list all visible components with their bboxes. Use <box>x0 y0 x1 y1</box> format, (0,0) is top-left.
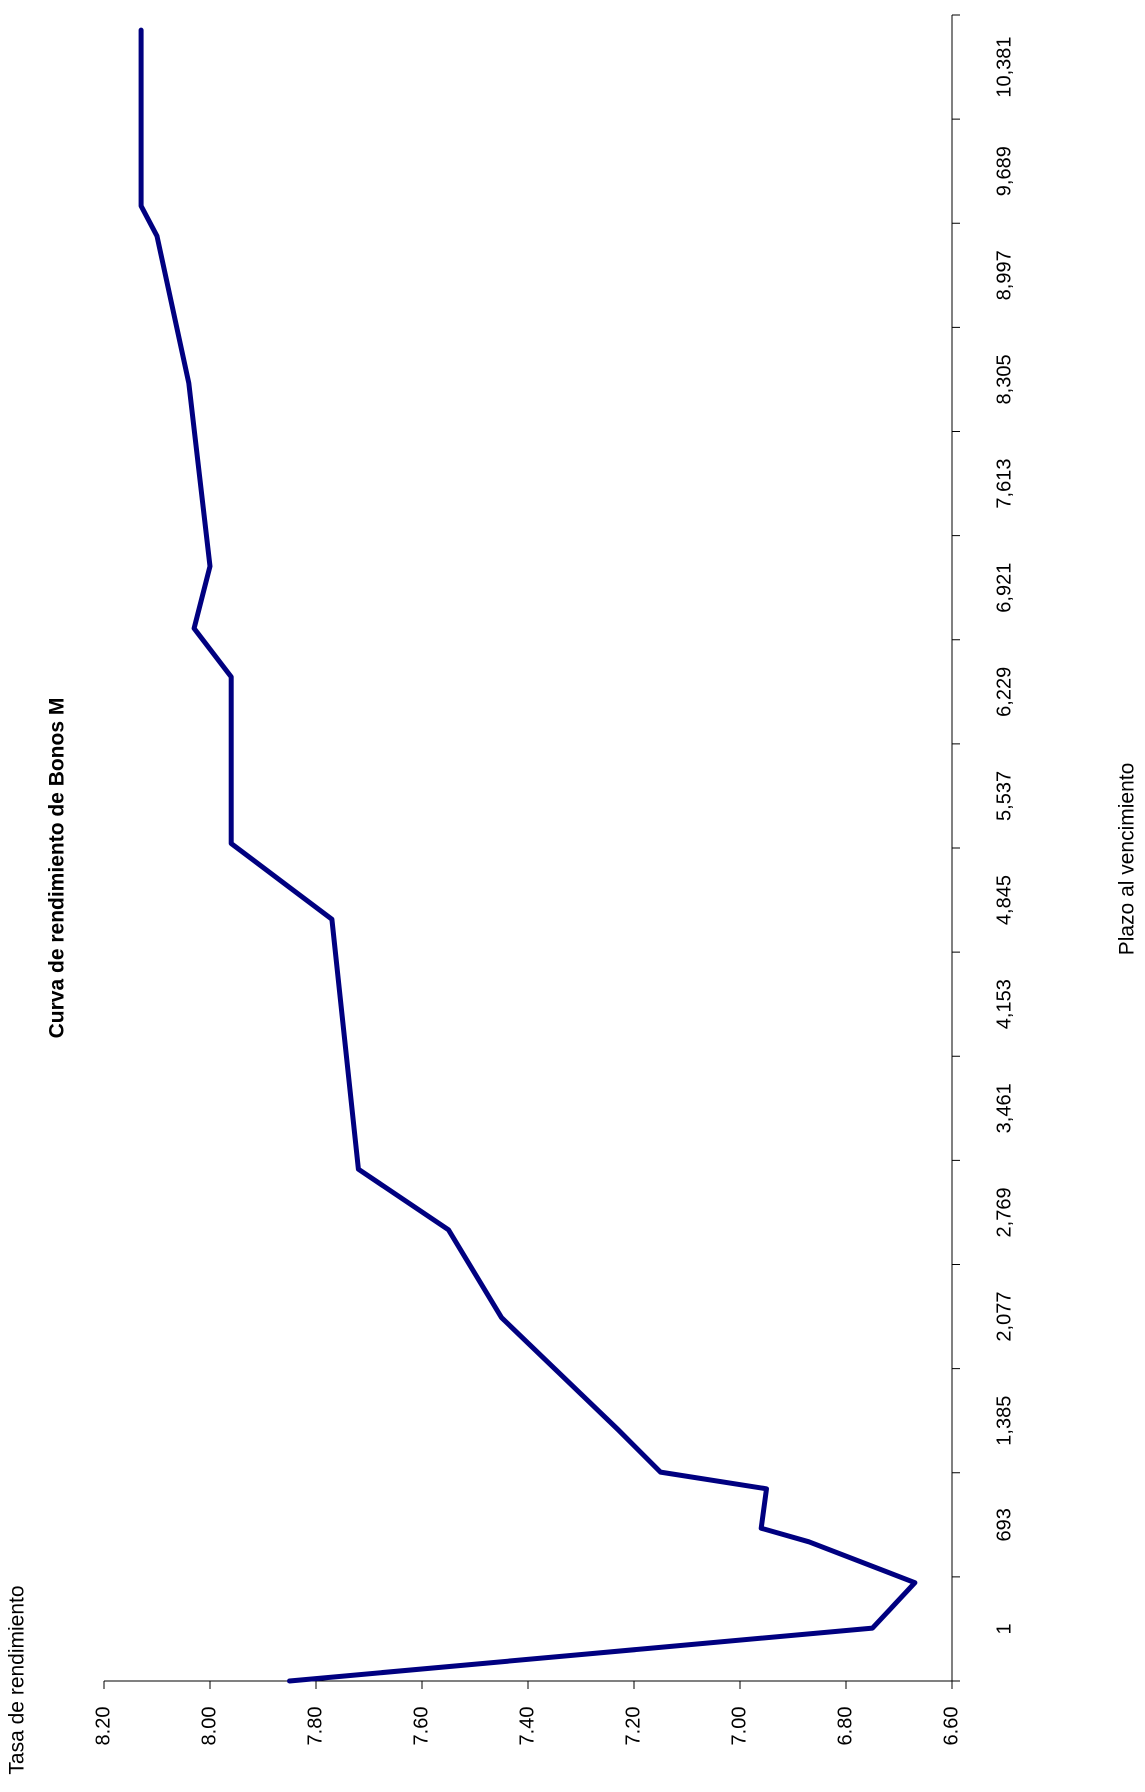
x-tick-label: 4,153 <box>993 979 1015 1029</box>
y-tick-label: 8.00 <box>198 1707 220 1746</box>
y-tick-label: 7.60 <box>410 1707 432 1746</box>
chart-title: Curva de rendimiento de Bonos M <box>46 698 69 1039</box>
x-tick-label: 6,229 <box>993 667 1015 717</box>
x-tick-label: 10,381 <box>993 36 1015 97</box>
x-tick-label: 1 <box>993 1623 1015 1634</box>
y-tick-label: 7.40 <box>516 1707 538 1746</box>
y-tick-label: 6.80 <box>834 1707 856 1746</box>
y-tick-label: 7.20 <box>622 1707 644 1746</box>
y-tick-label: 7.00 <box>728 1707 750 1746</box>
y-axis-title: Tasa de rendimiento <box>6 1585 29 1774</box>
x-tick-label: 9,689 <box>993 146 1015 196</box>
x-tick-label: 4,845 <box>993 875 1015 925</box>
x-axis: 1 693 1,385 2,077 2,769 3,461 4,153 4,845 5,537 6… <box>952 15 1015 1681</box>
x-tick-label: 3,461 <box>993 1083 1015 1133</box>
x-tick-label: 8,305 <box>993 354 1015 404</box>
x-tick-label: 5,537 <box>993 771 1015 821</box>
yield-series-line <box>141 30 915 1681</box>
x-tick-label: 6,921 <box>993 563 1015 613</box>
x-tick-label: 1,385 <box>993 1396 1015 1446</box>
y-axis: 6.60 6.80 7.00 7.20 7.40 7.60 7.80 8.00 8.20 <box>92 1681 962 1745</box>
x-tick-label: 7,613 <box>993 459 1015 509</box>
x-axis-title: Plazo al vencimiento <box>1116 763 1139 956</box>
x-tick-label: 693 <box>993 1508 1015 1541</box>
y-tick-label: 6.60 <box>940 1707 962 1746</box>
y-tick-label: 8.20 <box>92 1707 114 1746</box>
x-tick-label: 2,769 <box>993 1187 1015 1237</box>
x-tick-label: 8,997 <box>993 250 1015 300</box>
x-tick-label: 2,077 <box>993 1292 1015 1342</box>
y-tick-label: 7.80 <box>304 1707 326 1746</box>
